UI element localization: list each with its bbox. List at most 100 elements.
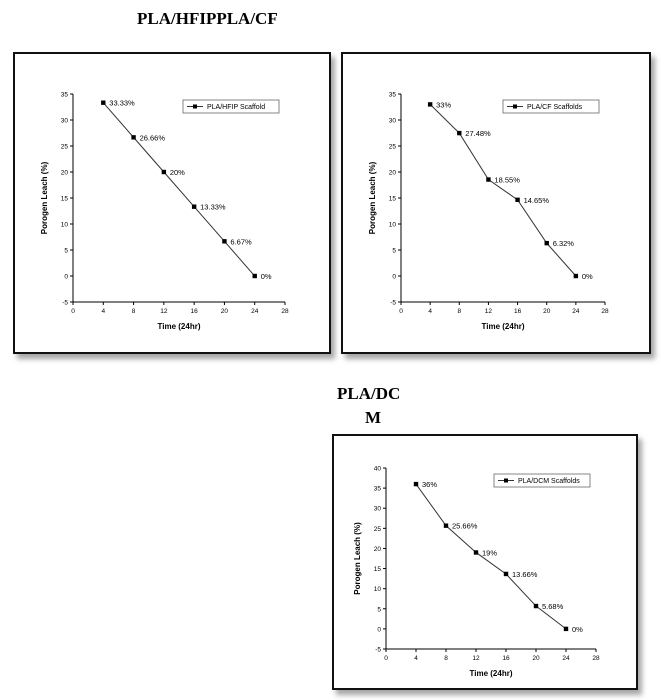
- y-tick-label: 25: [389, 144, 397, 151]
- x-tick-label: 8: [457, 308, 461, 315]
- data-label: 20%: [170, 168, 185, 177]
- data-label: 5.68%: [542, 602, 564, 611]
- y-tick-label: 5: [64, 248, 68, 255]
- data-label: 25.66%: [452, 522, 478, 531]
- y-axis-title: Porogen Leach (%): [353, 522, 362, 595]
- x-tick-label: 8: [444, 655, 448, 662]
- x-tick-label: 0: [399, 308, 403, 315]
- x-tick-label: 28: [601, 308, 609, 315]
- heading-bottom-line2: M: [365, 408, 382, 427]
- chart-panel-dcm: -5 0 5 10 15 20 25 30 35 40 0 4 8 12 16 20 24 28 Time (24h…: [332, 434, 638, 690]
- legend-label: PLA/HFIP Scaffold: [207, 104, 265, 111]
- data-label: 27.48%: [465, 129, 491, 138]
- y-axis-title: Porogen Leach (%): [40, 161, 49, 234]
- x-tick-label: 4: [101, 308, 105, 315]
- y-tick-label: 10: [61, 222, 69, 229]
- y-tick-label: 15: [374, 566, 382, 573]
- y-tick-label: 15: [61, 196, 69, 203]
- x-tick-label: 20: [532, 655, 540, 662]
- data-point: [573, 273, 579, 279]
- data-label: 33.33%: [109, 99, 135, 108]
- data-label: 26.66%: [140, 133, 166, 142]
- data-label: 19%: [482, 548, 497, 557]
- data-point: [515, 197, 520, 203]
- data-label: 0%: [582, 272, 593, 281]
- data-point: [544, 240, 549, 246]
- x-tick-label: 16: [514, 308, 522, 315]
- data-point: [191, 204, 197, 209]
- x-tick-label: 24: [251, 308, 259, 315]
- y-tick-label: 35: [374, 486, 382, 493]
- y-tick-label: 20: [389, 170, 397, 177]
- y-tick-label: 30: [61, 118, 69, 125]
- x-axis-title: Time (24hr): [470, 669, 513, 678]
- series-line: [415, 483, 567, 630]
- heading-top: PLA/HFIPPLA/CF: [137, 9, 278, 28]
- data-label: 13.66%: [512, 570, 538, 579]
- y-tick-label: 10: [389, 222, 397, 229]
- x-tick-label: 12: [472, 655, 480, 662]
- chart-panel-cf: -5 0 5 10 15 20 25 30 35 0 4 8 12 16 20 24 28 Time (24hr)…: [341, 52, 651, 354]
- data-label: 0%: [261, 272, 272, 281]
- x-tick-label: 4: [414, 655, 418, 662]
- data-point: [457, 130, 462, 136]
- x-tick-label: 4: [428, 308, 432, 315]
- y-tick-label: 20: [374, 546, 382, 553]
- y-tick-label: 40: [374, 466, 382, 473]
- legend-box: [182, 99, 280, 114]
- y-tick-label: 35: [389, 92, 397, 99]
- x-tick-label: 12: [160, 308, 168, 315]
- legend-marker: [513, 104, 517, 109]
- data-point: [427, 102, 433, 107]
- data-point: [222, 239, 227, 244]
- data-label: 0%: [572, 625, 583, 634]
- legend-box: [493, 473, 591, 488]
- data-point: [503, 571, 509, 577]
- data-point: [473, 550, 479, 555]
- legend-label: PLA/DCM Scaffolds: [518, 478, 580, 485]
- y-tick-label: 30: [389, 118, 397, 125]
- data-point: [533, 603, 539, 609]
- x-tick-label: 20: [543, 308, 551, 315]
- y-tick-label: 0: [377, 626, 381, 633]
- x-axis-title: Time (24hr): [482, 322, 525, 331]
- x-tick-label: 0: [384, 655, 388, 662]
- data-label: 36%: [422, 480, 437, 489]
- legend-box: [502, 99, 600, 114]
- x-tick-label: 24: [562, 655, 570, 662]
- data-point: [131, 135, 136, 140]
- legend-label: PLA/CF Scaffolds: [527, 104, 583, 111]
- x-tick-label: 24: [572, 308, 580, 315]
- x-tick-label: 12: [485, 308, 493, 315]
- y-axis-title: Porogen Leach (%): [368, 161, 377, 234]
- y-tick-label: -5: [390, 300, 396, 307]
- x-tick-label: 8: [132, 308, 136, 315]
- legend-marker: [193, 104, 197, 109]
- y-tick-label: 5: [392, 248, 396, 255]
- data-label: 13.33%: [200, 203, 226, 212]
- y-tick-label: 25: [61, 144, 69, 151]
- x-tick-label: 28: [592, 655, 600, 662]
- y-tick-label: 0: [64, 274, 68, 281]
- y-tick-label: 30: [374, 506, 382, 513]
- y-tick-label: 5: [377, 606, 381, 613]
- data-point: [252, 273, 257, 279]
- data-label: 6.32%: [553, 239, 575, 248]
- series-line: [429, 104, 577, 277]
- x-tick-label: 28: [281, 308, 289, 315]
- data-point: [486, 177, 491, 182]
- data-point: [443, 523, 449, 528]
- data-label: 18.55%: [494, 176, 520, 185]
- x-axis-title: Time (24hr): [158, 322, 201, 331]
- y-tick-label: 0: [392, 274, 396, 281]
- y-tick-label: 15: [389, 196, 397, 203]
- data-point: [563, 626, 569, 632]
- data-label: 6.67%: [230, 237, 252, 246]
- data-point: [161, 169, 167, 175]
- y-tick-label: -5: [375, 647, 381, 654]
- heading-bottom-line1: PLA/DC: [337, 384, 401, 403]
- chart-panel-hfip: -5 0 5 10 15 20 25 30 35 0 4 8 12 16 20 24 28 Time (24hr)…: [13, 52, 331, 354]
